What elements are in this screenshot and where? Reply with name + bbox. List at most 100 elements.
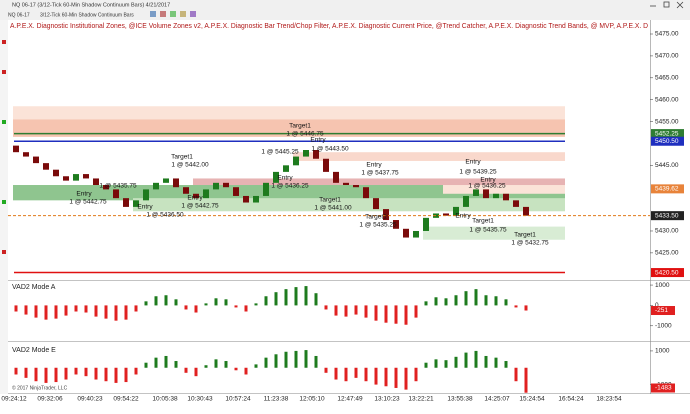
histogram-bar xyxy=(324,367,328,373)
histogram-bar xyxy=(54,367,58,383)
histogram-bar xyxy=(34,305,38,318)
x-tick-label: 12:47:49 xyxy=(337,396,363,403)
instrument-selector[interactable]: NQ 06-17 xyxy=(8,12,30,18)
trade-annotation: 1 @ 5445.25 xyxy=(261,149,299,156)
histogram-bar xyxy=(44,305,48,320)
candle xyxy=(123,198,129,207)
maximize[interactable] xyxy=(663,1,670,8)
histogram-bar xyxy=(234,367,238,371)
histogram-bar xyxy=(484,295,488,306)
icon[interactable] xyxy=(160,11,166,17)
trade-annotation: Entry xyxy=(310,137,326,144)
y-tick-label: 5425.00 xyxy=(655,250,679,257)
trade-annotation: 1 @ 5439.25 xyxy=(459,169,497,176)
histogram-bar xyxy=(244,367,248,375)
histogram-bar xyxy=(364,305,368,318)
histogram-bar xyxy=(364,367,368,382)
histogram-bar xyxy=(504,299,508,306)
tool[interactable] xyxy=(2,120,6,124)
x-tick-label: 13:10:23 xyxy=(374,396,400,403)
x-tick-label: 10:57:24 xyxy=(225,396,251,403)
histogram-bar xyxy=(164,355,168,368)
candle xyxy=(113,189,119,199)
y-tick-label: 5460.00 xyxy=(655,96,679,103)
zone xyxy=(423,226,565,240)
histogram-bar xyxy=(164,295,168,306)
tool[interactable] xyxy=(2,70,6,74)
histogram-bar xyxy=(444,360,448,368)
candle xyxy=(313,150,319,159)
histogram-bar xyxy=(94,367,98,380)
histogram-bar xyxy=(134,305,138,312)
histogram-bar xyxy=(404,305,408,325)
candle xyxy=(323,158,329,172)
candle xyxy=(383,209,389,221)
trade-annotation: Target1 xyxy=(171,154,193,161)
histogram-bar xyxy=(514,367,518,382)
histogram-bar xyxy=(244,305,248,312)
histogram-bar xyxy=(104,305,108,319)
histogram-bar xyxy=(74,367,78,375)
trade-annotation: 1 @ 5435.25 xyxy=(359,222,397,229)
tool[interactable] xyxy=(2,200,6,204)
trade-annotation: Entry xyxy=(76,191,92,198)
histogram-bar xyxy=(294,287,298,306)
candle xyxy=(483,189,489,199)
candle xyxy=(493,193,499,199)
candle xyxy=(423,217,429,231)
histogram-bar xyxy=(194,367,198,377)
histogram-bar xyxy=(284,351,288,368)
histogram-bar xyxy=(144,301,148,306)
candle xyxy=(53,169,59,177)
window-controls[interactable] xyxy=(650,1,684,9)
trade-annotation: 1 @ 5435.75 xyxy=(469,227,507,234)
toolbar-icons[interactable] xyxy=(150,11,196,17)
histogram-bar xyxy=(204,365,208,368)
last-value-marker xyxy=(651,306,675,316)
histogram-bar xyxy=(124,305,128,320)
candle xyxy=(33,156,39,164)
trade-annotation: 1 @ 5436.50 xyxy=(146,212,184,219)
histogram-bar xyxy=(254,303,258,306)
histogram-bar xyxy=(34,367,38,382)
candle xyxy=(333,171,339,183)
histogram-bar xyxy=(214,359,218,368)
candle xyxy=(43,163,49,170)
candle xyxy=(173,178,179,188)
histogram-bar xyxy=(344,305,348,317)
trade-annotation: 1 @ 5441.00 xyxy=(314,205,352,212)
histogram-bar xyxy=(274,354,278,368)
icon[interactable] xyxy=(170,11,176,17)
y-tick-label: 5470.00 xyxy=(655,53,679,60)
trade-annotation: 1 @ 5446.75 xyxy=(286,131,324,138)
icon[interactable] xyxy=(190,11,196,17)
histogram-bar xyxy=(474,289,478,306)
left-tools[interactable] xyxy=(2,40,6,254)
price-marker-label: 5450.50 xyxy=(655,138,679,145)
tool[interactable] xyxy=(2,40,6,44)
price-marker-label: 5433.50 xyxy=(655,212,679,219)
histogram-bar xyxy=(214,298,218,306)
close[interactable] xyxy=(676,1,684,9)
histogram-bar xyxy=(154,296,158,306)
bar-type-selector[interactable]: 3/12-Tick 60-Min Shadow Continuum Bars xyxy=(40,12,134,18)
trade-annotation: Target1 xyxy=(514,232,536,239)
candle xyxy=(293,156,299,166)
histogram-bar xyxy=(314,355,318,368)
trade-annotation: Entry xyxy=(187,195,203,202)
histogram-bar xyxy=(184,367,188,373)
histogram-bar xyxy=(194,305,198,313)
histogram-bar xyxy=(464,352,468,368)
histogram-bar xyxy=(434,297,438,306)
icon[interactable] xyxy=(150,11,156,17)
histogram-bar xyxy=(224,361,228,368)
candle xyxy=(273,171,279,183)
tool[interactable] xyxy=(2,250,6,254)
x-tick-label: 10:30:43 xyxy=(187,396,213,403)
trade-annotation: 1 @ 5443.50 xyxy=(311,146,349,153)
histogram-bar xyxy=(154,357,158,368)
y-tick-label: 5455.00 xyxy=(655,118,679,125)
trade-annotation: Entry xyxy=(455,213,471,220)
candle xyxy=(463,195,469,207)
icon[interactable] xyxy=(180,11,186,17)
